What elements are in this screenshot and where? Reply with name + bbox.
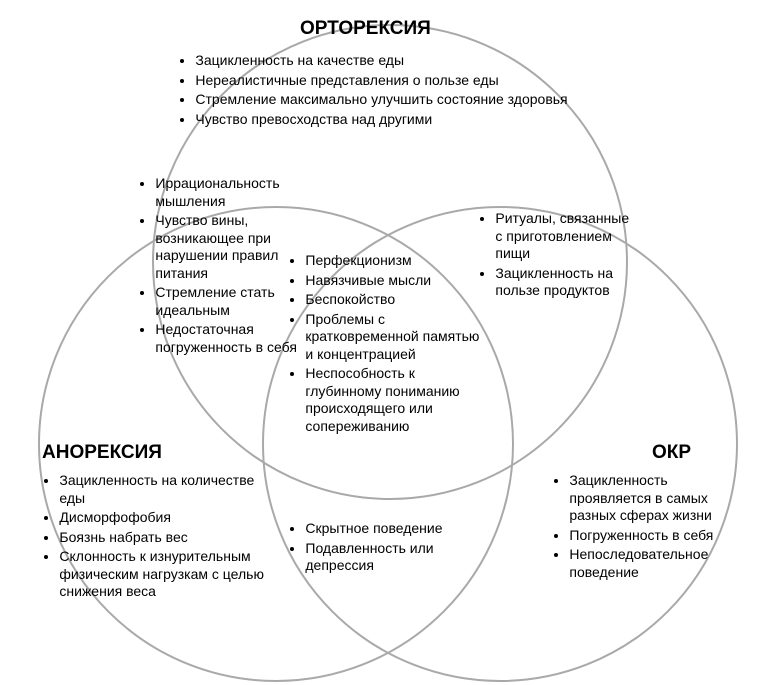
list-item: Перфекционизм [305,252,490,270]
venn-diagram: ОРТОРЕКСИЯ АНОРЕКСИЯ ОКР Зацикленность на к… [0,0,771,685]
list-item: Боязнь набрать вес [59,529,274,547]
venn-title-left: АНОРЕКСИЯ [42,442,162,464]
list-item: Зацикленность на пользе продуктов [495,265,640,300]
venn-title-right: ОКР [652,442,691,464]
list-item: Склонность к изнурительным физическим на… [59,548,274,601]
venn-region-top_only-list: Зацикленность на качестве еды Нереалистич… [180,52,610,128]
list-item: Зацикленность проявляется в самых разных… [569,472,744,525]
list-item: Скрытное поведение [305,520,470,538]
list-item: Чувство превосходства над другими [195,111,610,129]
venn-region-left_only-list: Зацикленность на количестве еды Дисморфоф… [44,472,274,601]
venn-region-right_only-list: Зацикленность проявляется в самых разных… [554,472,744,581]
list-item: Беспокойство [305,291,490,309]
venn-region-right_only: Зацикленность проявляется в самых разных… [554,472,744,583]
list-item: Неспособность к глубинному пониманию про… [305,365,490,435]
list-item: Стремление максимально улучшить состояни… [195,91,610,109]
list-item: Чувство вины, возникающее при нарушении … [155,212,305,282]
venn-region-top_right: Ритуалы, связанные с приготовлением пищи… [480,210,640,302]
venn-region-left_right: Скрытное поведение Подавленность или депр… [290,520,470,577]
list-item: Зацикленность на количестве еды [59,472,274,507]
venn-region-top_only: Зацикленность на качестве еды Нереалистич… [180,52,610,130]
venn-region-left_right-list: Скрытное поведение Подавленность или депр… [290,520,470,575]
list-item: Проблемы с кратковременной памятью и кон… [305,311,490,364]
list-item: Нереалистичные представления о пользе ед… [195,72,610,90]
list-item: Ритуалы, связанные с приготовлением пищи [495,210,640,263]
list-item: Подавленность или депрессия [305,540,470,575]
list-item: Погруженность в себя [569,527,744,545]
venn-region-left_only: Зацикленность на количестве еды Дисморфоф… [44,472,274,603]
list-item: Навязчивые мысли [305,272,490,290]
venn-region-top_left: Иррациональность мышленияЧувство вины, в… [140,175,305,358]
list-item: Зацикленность на качестве еды [195,52,610,70]
list-item: Непоследовательное поведение [569,546,744,581]
venn-title-top: ОРТОРЕКСИЯ [300,18,431,40]
venn-region-top_right-list: Ритуалы, связанные с приготовлением пищи… [480,210,640,300]
list-item: Недостаточная погруженность в себя [155,321,305,356]
venn-region-center-list: Перфекционизм Навязчивые мыслиБеспокойств… [290,252,490,435]
venn-region-center: Перфекционизм Навязчивые мыслиБеспокойств… [290,252,490,437]
venn-region-top_left-list: Иррациональность мышленияЧувство вины, в… [140,175,305,356]
list-item: Дисморфофобия [59,509,274,527]
list-item: Иррациональность мышления [155,175,305,210]
list-item: Стремление стать идеальным [155,284,305,319]
